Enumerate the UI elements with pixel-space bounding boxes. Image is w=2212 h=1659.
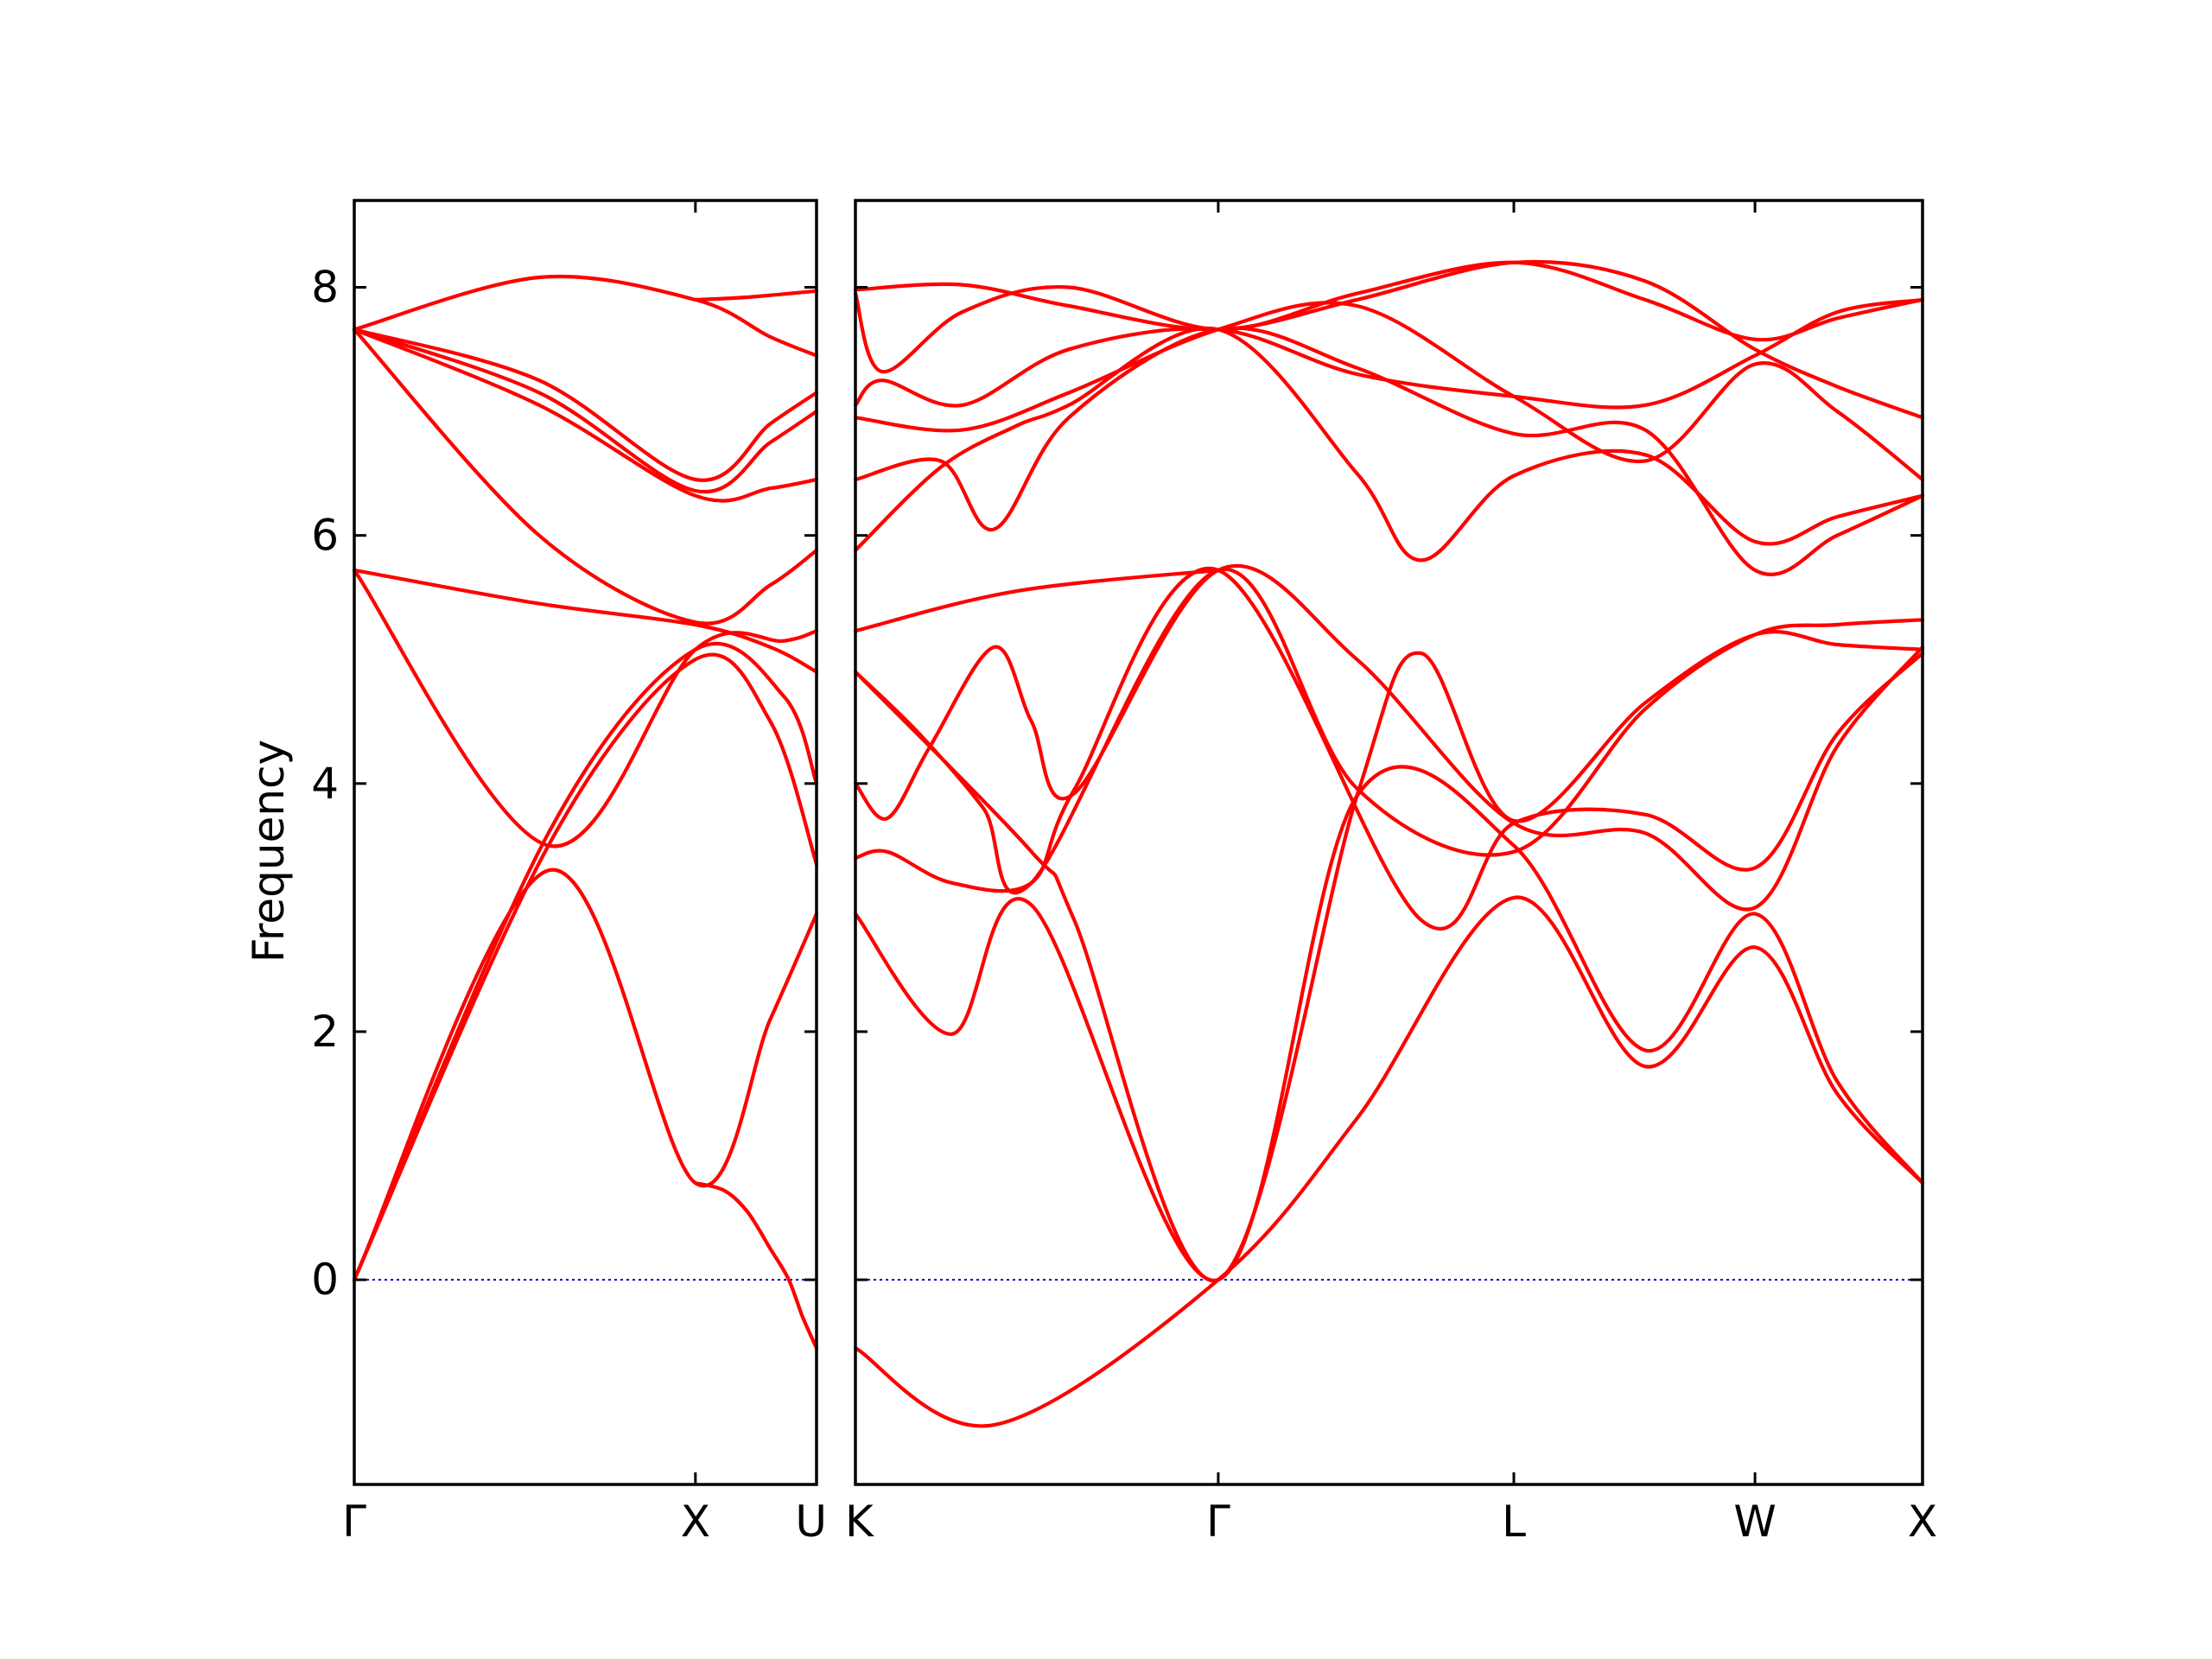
x-tick-label: W [1733, 1497, 1776, 1547]
band-0-10 [693, 289, 819, 302]
band-0-6 [352, 327, 819, 503]
band-0-8 [352, 327, 819, 482]
band-1-7 [853, 326, 1925, 563]
x-tick-label: U [795, 1497, 827, 1547]
band-1-5 [853, 630, 1925, 1283]
band-0-4 [352, 568, 819, 674]
x-tick-label: K [845, 1497, 874, 1547]
band-1-8 [853, 326, 1925, 577]
band-0-5 [352, 327, 819, 626]
y-tick-label: 6 [311, 511, 339, 561]
band-1-6 [853, 568, 1220, 633]
y-tick-label: 4 [311, 759, 339, 809]
band-1-4 [853, 567, 1925, 895]
panel-frames [353, 199, 1924, 1486]
band-1-12 [853, 259, 1925, 420]
y-tick-label: 8 [311, 263, 339, 313]
band-1-3 [853, 563, 1925, 912]
band-0-3 [352, 568, 819, 849]
band-0-0 [352, 868, 819, 1282]
band-0-1 [352, 652, 819, 1282]
band-0-7 [352, 327, 819, 494]
band-1-0 [853, 895, 1925, 1428]
band-0-11 [693, 1181, 819, 1351]
band-0-2 [352, 641, 819, 1282]
x-tick-label: Γ [342, 1497, 366, 1547]
y-tick-label: 2 [311, 1007, 339, 1057]
x-tick-label: Γ [1206, 1497, 1230, 1547]
right-panel-bands [853, 259, 1925, 1428]
panel-frame-1 [854, 199, 1924, 1486]
band-1-9 [853, 301, 1925, 482]
y-tick-label: 0 [311, 1255, 339, 1305]
band-1-1 [853, 765, 1925, 1282]
y-axis-label: Frequency [244, 740, 294, 963]
left-panel-bands [352, 274, 819, 1351]
tick-labels: Γ X U K Γ L W X 0 2 4 6 8 [311, 263, 1937, 1547]
x-tick-label: X [681, 1497, 710, 1547]
panel-frame-0 [353, 199, 818, 1486]
band-1-10 [853, 297, 1925, 410]
x-tick-label: L [1502, 1497, 1526, 1547]
x-tick-label: X [1908, 1497, 1937, 1547]
band-1-11 [853, 260, 1925, 374]
band-1-2 [853, 566, 1925, 931]
band-0-9 [352, 274, 819, 358]
axis-ticks [353, 200, 1924, 1484]
